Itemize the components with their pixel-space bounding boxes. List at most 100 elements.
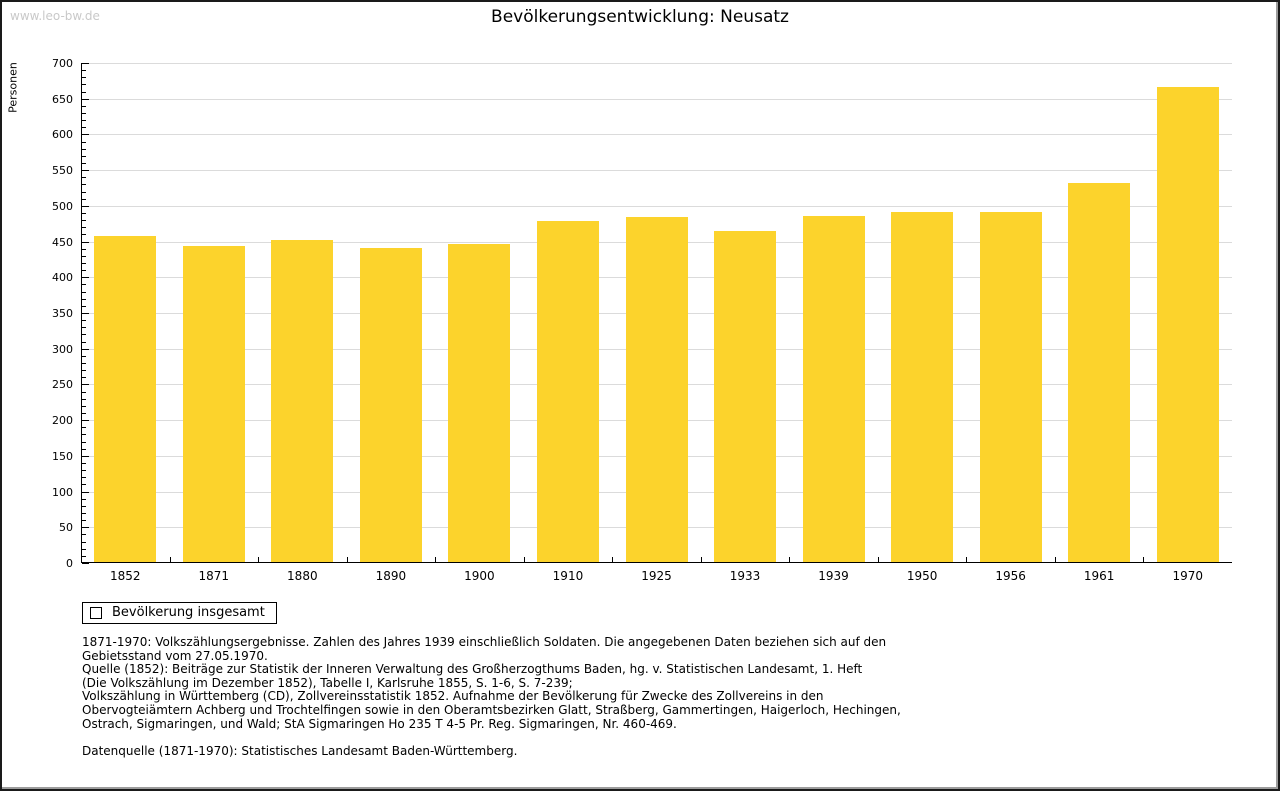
y-tick-610 <box>82 127 86 129</box>
chart-title: Bevölkerungsentwicklung: Neusatz <box>491 7 789 27</box>
y-tick-570 <box>82 155 86 157</box>
y-tick-230 <box>82 398 86 400</box>
y-tick-210 <box>82 413 86 414</box>
footnote-line-6: Obervogteiämtern Achberg und Trochtelfin… <box>82 702 901 717</box>
x-boundary-tick <box>789 557 791 562</box>
footnote-spacer <box>82 731 901 745</box>
y-tick-310 <box>82 341 86 343</box>
y-tick-360 <box>82 305 86 307</box>
x-tick-label-1910: 1910 <box>552 569 584 583</box>
gridline-500 <box>82 205 1232 207</box>
bar-1890 <box>359 248 422 562</box>
y-tick-0 <box>82 563 89 564</box>
y-tick-label-100: 100 <box>52 485 73 499</box>
y-tick-70 <box>82 513 86 514</box>
x-tick-label-1950: 1950 <box>906 569 938 583</box>
bar-1939 <box>802 215 865 562</box>
y-tick-190 <box>82 427 86 429</box>
y-tick-600 <box>82 134 89 136</box>
bar-1871 <box>182 245 245 562</box>
y-tick-450 <box>82 241 89 243</box>
y-tick-120 <box>82 477 86 479</box>
y-tick-410 <box>82 270 86 272</box>
y-tick-280 <box>82 363 86 364</box>
y-tick-400 <box>82 277 89 279</box>
x-tick-label-1890: 1890 <box>375 569 407 583</box>
y-tick-340 <box>82 320 86 322</box>
y-tick-460 <box>82 234 86 236</box>
footnote-line-2: Gebietsstand vom 27.05.1970. <box>82 648 268 663</box>
y-tick-700 <box>82 63 89 64</box>
y-axis-label: Personen <box>6 62 20 113</box>
y-tick-440 <box>82 248 86 250</box>
y-tick-label-650: 650 <box>52 92 73 106</box>
y-tick-380 <box>82 291 86 293</box>
y-tick-370 <box>82 298 86 300</box>
bar-1961 <box>1068 183 1131 562</box>
gridline-550 <box>82 170 1232 172</box>
y-tick-650 <box>82 98 89 100</box>
x-boundary-tick <box>1143 557 1145 562</box>
y-tick-60 <box>82 520 86 522</box>
y-tick-label-300: 300 <box>52 342 73 356</box>
x-boundary-tick <box>169 557 171 562</box>
datasource-line: Datenquelle (1871-1970): Statistisches L… <box>82 743 518 758</box>
bar-1910 <box>536 220 599 562</box>
x-tick-label-1900: 1900 <box>464 569 495 583</box>
y-tick-510 <box>82 198 86 200</box>
gridline-600 <box>82 134 1232 136</box>
y-tick-630 <box>82 113 86 114</box>
y-tick-390 <box>82 284 86 286</box>
bar-1900 <box>448 244 511 562</box>
watermark: www.leo-bw.de <box>10 9 100 23</box>
y-tick-label-550: 550 <box>52 164 73 178</box>
y-tick-110 <box>82 484 86 486</box>
footnote-line-5: Volkszählung in Württemberg (CD), Zollve… <box>82 689 824 704</box>
y-tick-label-600: 600 <box>52 128 73 142</box>
x-boundary-tick <box>877 557 879 562</box>
y-axis-line <box>81 63 82 563</box>
y-tick-20 <box>82 548 86 550</box>
y-tick-580 <box>82 148 86 150</box>
y-tick-670 <box>82 84 86 86</box>
y-tick-330 <box>82 327 86 329</box>
y-tick-430 <box>82 255 86 257</box>
y-tick-50 <box>82 527 89 529</box>
gridline-700 <box>82 63 1232 64</box>
x-boundary-tick <box>346 557 348 562</box>
y-tick-490 <box>82 213 86 214</box>
y-tick-30 <box>82 541 86 543</box>
y-tick-40 <box>82 534 86 536</box>
x-tick-label-1939: 1939 <box>818 569 849 583</box>
y-tick-140 <box>82 463 86 464</box>
footnote-line-3: Quelle (1852): Beiträge zur Statistik de… <box>82 662 863 677</box>
y-tick-160 <box>82 448 86 450</box>
footnote-block: 1871-1970: Volkszählungsergebnisse. Zahl… <box>82 635 901 758</box>
bar-1970 <box>1156 87 1219 562</box>
y-tick-label-250: 250 <box>52 378 73 392</box>
y-tick-180 <box>82 434 86 436</box>
x-boundary-tick <box>1054 557 1056 562</box>
legend: Bevölkerung insgesamt <box>82 602 277 624</box>
bar-1950 <box>891 212 954 562</box>
legend-swatch-icon <box>90 607 102 619</box>
y-tick-560 <box>82 163 86 164</box>
bar-1852 <box>94 236 157 562</box>
bar-1925 <box>625 217 688 562</box>
y-tick-640 <box>82 105 86 107</box>
y-tick-520 <box>82 191 86 193</box>
x-tick-label-1880: 1880 <box>287 569 318 583</box>
y-tick-660 <box>82 91 86 93</box>
y-tick-label-400: 400 <box>52 271 73 285</box>
y-tick-170 <box>82 441 86 443</box>
y-tick-320 <box>82 334 86 336</box>
x-tick-label-1852: 1852 <box>109 569 141 583</box>
bar-1933 <box>714 230 777 562</box>
y-tick-250 <box>82 384 89 386</box>
y-tick-label-200: 200 <box>52 414 73 428</box>
y-tick-label-500: 500 <box>52 199 73 213</box>
y-tick-label-50: 50 <box>59 521 73 535</box>
y-tick-590 <box>82 141 86 143</box>
legend-label: Bevölkerung insgesamt <box>112 605 265 620</box>
